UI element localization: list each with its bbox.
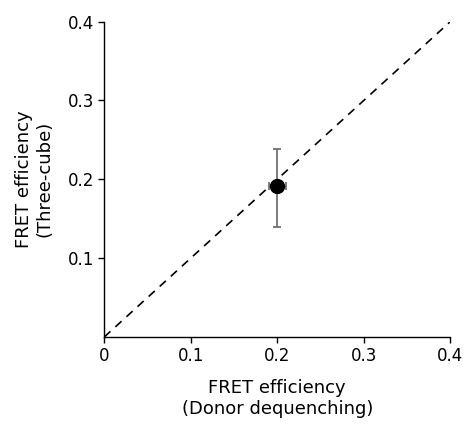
- X-axis label: FRET efficiency
(Donor dequenching): FRET efficiency (Donor dequenching): [182, 379, 373, 418]
- Y-axis label: FRET efficiency
(Three-cube): FRET efficiency (Three-cube): [15, 111, 54, 248]
